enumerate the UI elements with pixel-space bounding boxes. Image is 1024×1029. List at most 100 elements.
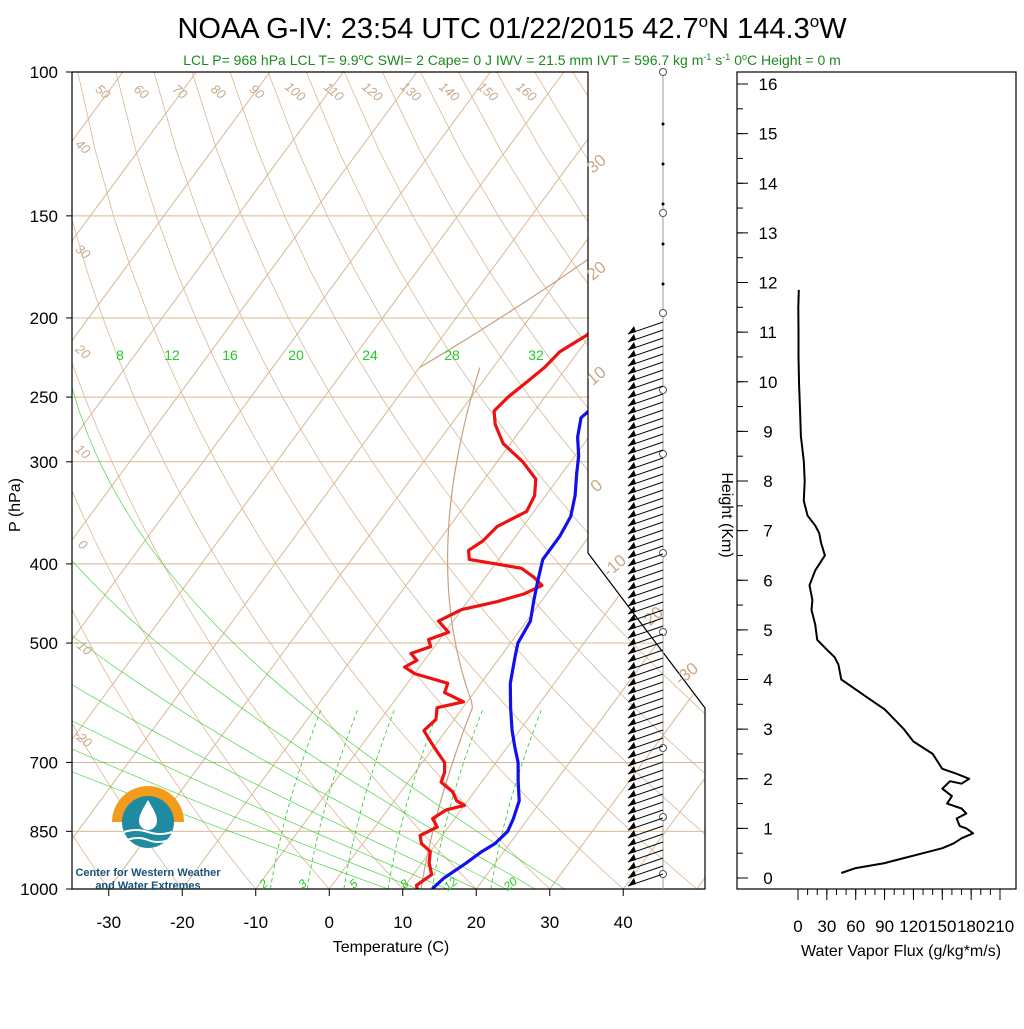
wind-barb-flag xyxy=(628,374,636,382)
wind-barb-flag xyxy=(628,598,636,606)
wind-barb-column xyxy=(628,69,667,890)
isotherm-line xyxy=(623,72,1024,889)
wind-barb-flag xyxy=(628,526,636,534)
wind-barb-flag xyxy=(628,326,636,334)
pressure-level-circle xyxy=(660,210,667,217)
isotherm-top-label: 60 xyxy=(131,81,152,102)
isotherm-top-label: 50 xyxy=(93,81,114,102)
dry-adiabat-line xyxy=(0,72,196,906)
wind-barb-flag xyxy=(628,574,636,582)
isotherm-right-label: 30 xyxy=(583,150,610,177)
flux-frame xyxy=(737,72,1016,889)
pressure-level-circle xyxy=(660,745,667,752)
flux-y-tick-label: 16 xyxy=(759,75,778,94)
isotherm-line xyxy=(0,72,417,889)
flux-x-tick-label: 90 xyxy=(875,917,894,936)
wind-barb-flag xyxy=(628,494,636,502)
flux-y-tick-label: 15 xyxy=(759,125,778,144)
mixing-ratio-top-label: 24 xyxy=(362,347,378,363)
x-tick-label: -10 xyxy=(243,913,268,932)
barb-dot xyxy=(662,163,665,166)
isotherm-right-label: -30 xyxy=(671,659,702,689)
isotherm-line xyxy=(182,72,784,889)
mixing-ratio-bottom-label: 20 xyxy=(500,874,520,894)
wind-barb-flag xyxy=(628,822,636,830)
flux-x-axis-title: Water Vapor Flux (g/kg*m/s) xyxy=(801,943,1001,960)
logo-text-line2: and Water Extremes xyxy=(95,880,200,892)
flux-x-tick-label: 60 xyxy=(846,917,865,936)
isotherm-top-label: 80 xyxy=(208,81,229,102)
isotherm-left-label: -10 xyxy=(71,635,96,659)
isotherm-top-label: 130 xyxy=(398,79,425,105)
wind-barb-flag xyxy=(628,838,636,846)
flux-y-tick-label: 2 xyxy=(763,770,772,789)
isotherm-right-label: 20 xyxy=(583,257,610,284)
y-axis-title: P (hPa) xyxy=(7,478,24,532)
flux-y-tick-label: 4 xyxy=(763,671,772,690)
isotherm-top-label: 160 xyxy=(513,79,540,105)
wind-barb-flag xyxy=(628,550,636,558)
wind-barb-flag xyxy=(628,390,636,398)
flux-y-tick-label: 0 xyxy=(763,869,772,888)
flux-x-tick-label: 180 xyxy=(957,917,985,936)
isotherm-top-label: 120 xyxy=(359,79,386,105)
wind-barb-flag xyxy=(628,342,636,350)
flux-y-tick-label: 9 xyxy=(763,422,772,441)
wind-barb-flag xyxy=(628,806,636,814)
mixing-ratio-top-label: 12 xyxy=(164,347,180,363)
isotherm-line xyxy=(770,72,1024,889)
wind-barb-flag xyxy=(628,510,636,518)
flux-y-tick-label: 14 xyxy=(759,174,778,193)
isotherm-line xyxy=(0,72,564,889)
barb-dot xyxy=(662,243,665,246)
wind-barb-flag xyxy=(628,862,636,870)
red-profile-line xyxy=(405,318,603,889)
dry-adiabat-line xyxy=(2,72,420,906)
y-tick-label: 200 xyxy=(30,309,58,328)
barb-dot xyxy=(662,283,665,286)
flux-y-tick-label: 1 xyxy=(763,819,772,838)
x-tick-label: 0 xyxy=(325,913,334,932)
wind-barb-flag xyxy=(628,590,636,598)
skewt-profiles xyxy=(405,318,695,889)
isotherm-left-label: 0 xyxy=(75,536,91,553)
wind-barb-flag xyxy=(628,542,636,550)
flux-y-tick-label: 12 xyxy=(759,274,778,293)
pressure-level-circle xyxy=(660,451,667,458)
wind-barb-flag xyxy=(628,534,636,542)
wind-barb-flag xyxy=(628,646,636,654)
wind-barb-flag xyxy=(628,446,636,454)
wind-barb-flag xyxy=(628,870,636,878)
flux-y-tick-label: 11 xyxy=(759,323,777,342)
wind-barb-flag xyxy=(628,582,636,590)
chart-subtitle: LCL P= 968 hPa LCL T= 9.9oC SWI= 2 Cape=… xyxy=(183,52,841,68)
flux-y-tick-label: 10 xyxy=(759,373,778,392)
wind-barb-flag xyxy=(628,502,636,510)
wind-barb-flag xyxy=(628,414,636,422)
wind-barb-flag xyxy=(628,654,636,662)
cw3e-logo: Center for Western Weather and Water Ext… xyxy=(75,786,221,892)
barb-dot xyxy=(662,123,665,126)
wind-barb-flag xyxy=(628,694,636,702)
mixing-ratio-top-label: 28 xyxy=(444,347,460,363)
wind-barb-flag xyxy=(628,558,636,566)
wind-barb-flag xyxy=(628,638,636,646)
mixing-ratio-line xyxy=(432,708,483,889)
wind-barb-flag xyxy=(628,334,636,342)
mixing-ratio-bottom-label: 2 xyxy=(256,876,271,892)
wind-barb-flag xyxy=(628,662,636,670)
flux-y-tick-label: 6 xyxy=(763,571,772,590)
y-tick-label: 500 xyxy=(30,634,58,653)
flux-x-tick-label: 30 xyxy=(817,917,836,936)
wind-barb-flag xyxy=(628,630,636,638)
wind-barb-flag xyxy=(628,774,636,782)
flux-x-tick-label: 210 xyxy=(986,917,1014,936)
wind-barb-flag xyxy=(628,486,636,494)
pressure-level-circle xyxy=(660,387,667,394)
pressure-level-circle xyxy=(660,550,667,557)
y-tick-label: 850 xyxy=(30,822,58,841)
isotherm-left-label: 20 xyxy=(72,341,94,363)
pressure-level-circle xyxy=(660,69,667,76)
